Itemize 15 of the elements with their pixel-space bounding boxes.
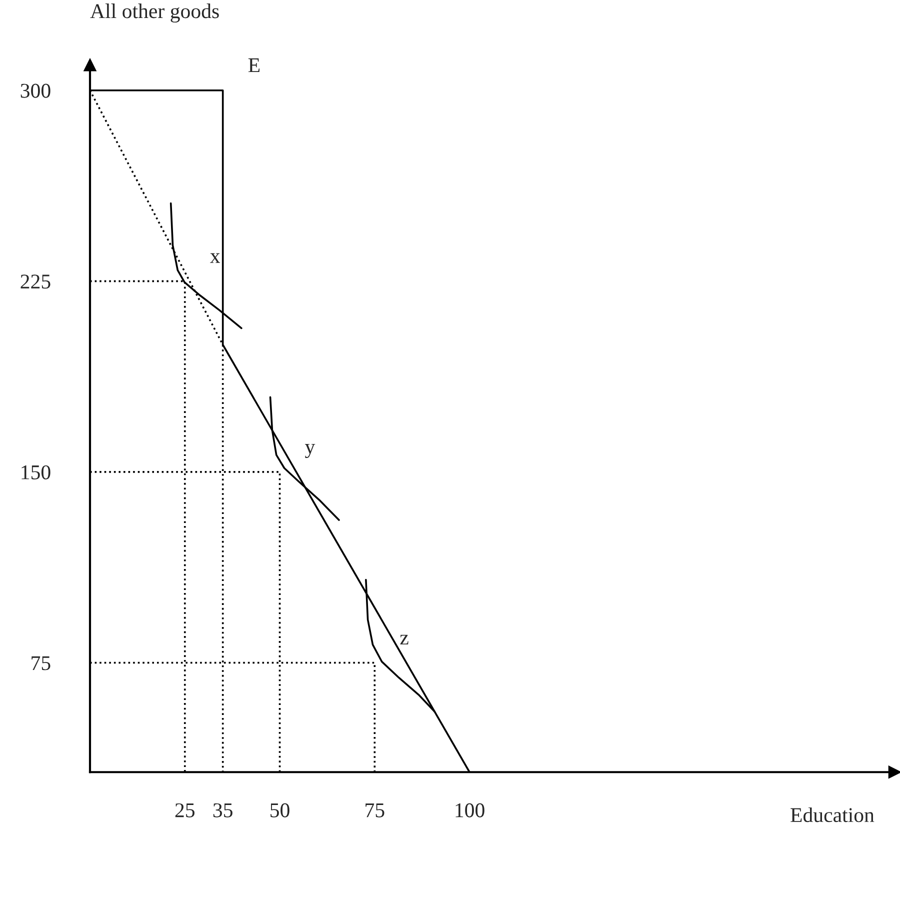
y-tick-label: 225	[20, 274, 50, 289]
x-tick-label: 50	[270, 803, 290, 818]
y-tick-label: 300	[20, 84, 50, 98]
annotation: x	[210, 253, 220, 263]
x-tick-label: 25	[175, 803, 194, 818]
x-tick-label: 35	[213, 803, 232, 818]
x-axis-title: Education	[790, 807, 874, 822]
y-tick-label: 75	[32, 656, 50, 670]
annotation: z	[400, 634, 408, 644]
annotation: E	[248, 58, 260, 72]
x-tick-label: 75	[366, 803, 384, 818]
y-tick-label: 150	[22, 465, 50, 480]
y-axis-title: All other goods	[90, 4, 219, 23]
annotation: y	[305, 444, 316, 458]
x-tick-label: 100	[456, 803, 484, 818]
